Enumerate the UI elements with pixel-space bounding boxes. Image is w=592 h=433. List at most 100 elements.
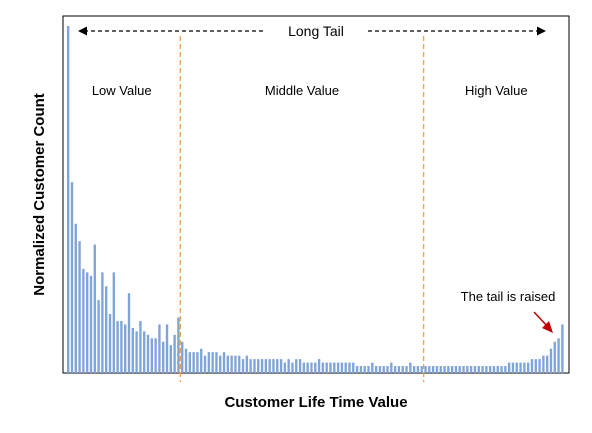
bar (458, 366, 461, 373)
bar (393, 366, 397, 373)
bar (105, 286, 108, 373)
long-tail-range: Long Tail (78, 23, 546, 39)
bar (545, 355, 549, 373)
bar (450, 366, 454, 373)
bar (298, 359, 302, 373)
bar (279, 359, 283, 373)
bar (314, 362, 317, 373)
bar (173, 334, 176, 373)
bar (302, 362, 306, 373)
bar (359, 366, 363, 373)
bar (249, 359, 252, 373)
bar (485, 366, 488, 373)
bar (287, 359, 290, 373)
bar (511, 362, 515, 373)
bar (466, 366, 469, 373)
bar (310, 362, 313, 373)
bar (139, 320, 142, 373)
bar (363, 366, 366, 373)
bar (70, 182, 74, 373)
bar (192, 352, 195, 373)
bar (146, 334, 150, 373)
bar (93, 244, 96, 373)
long-tail-label: Long Tail (288, 23, 344, 39)
bar (74, 223, 77, 373)
bar (78, 241, 81, 373)
bar (150, 338, 153, 373)
bar (226, 355, 230, 373)
bar (143, 331, 146, 373)
bar (447, 366, 450, 373)
bar (268, 359, 271, 373)
bar (215, 352, 218, 373)
bar (519, 362, 522, 373)
bar (416, 366, 420, 373)
bar (496, 366, 499, 373)
bar (276, 359, 279, 373)
bars-group (67, 26, 564, 373)
bar (67, 26, 70, 373)
bar (477, 366, 480, 373)
bar (127, 293, 131, 373)
bar (435, 366, 439, 373)
bar (561, 324, 564, 373)
bar (272, 359, 275, 373)
bar (257, 359, 260, 373)
bar (135, 331, 138, 373)
bar (431, 366, 435, 373)
bar (340, 362, 344, 373)
region-dividers (179, 36, 425, 382)
bar (124, 324, 127, 373)
bar (108, 314, 112, 373)
bar (321, 362, 325, 373)
bar (86, 272, 89, 373)
bar (538, 359, 541, 373)
bar (386, 366, 389, 373)
bar (329, 362, 332, 373)
bar (203, 355, 207, 373)
bar (253, 359, 256, 373)
bar (374, 366, 378, 373)
bar (553, 341, 556, 373)
region-label-high: High Value (465, 83, 528, 98)
bar (200, 348, 203, 373)
bar (443, 366, 446, 373)
bar (306, 362, 309, 373)
bar (82, 268, 85, 373)
bar (120, 320, 123, 373)
bar (412, 366, 416, 373)
plot-frame (62, 15, 570, 374)
bar (462, 366, 465, 373)
bar (409, 362, 412, 373)
region-label-low: Low Value (92, 83, 152, 98)
arrowhead-left (78, 26, 87, 36)
bar (101, 272, 104, 373)
bar (534, 359, 537, 373)
bar (112, 272, 115, 373)
bar (420, 366, 423, 373)
bar (336, 362, 340, 373)
bar (367, 366, 370, 373)
bar (473, 366, 477, 373)
region-label-middle: Middle Value (265, 83, 339, 98)
bar (549, 348, 553, 373)
bar (352, 362, 355, 373)
bar (530, 359, 534, 373)
bar (234, 355, 237, 373)
bar (405, 366, 408, 373)
tail-annotation: The tail is raised (461, 289, 556, 304)
bar (424, 366, 427, 373)
bar (397, 366, 401, 373)
bar (188, 352, 192, 373)
bar (207, 352, 211, 373)
y-axis-title: Normalized Customer Count (31, 93, 48, 296)
bar (344, 362, 347, 373)
bar (504, 366, 507, 373)
bar (333, 362, 336, 373)
bar (382, 366, 385, 373)
bar (162, 341, 165, 373)
bar (523, 362, 526, 373)
bar (371, 362, 374, 373)
tail-annotation-arrowhead (542, 321, 553, 333)
